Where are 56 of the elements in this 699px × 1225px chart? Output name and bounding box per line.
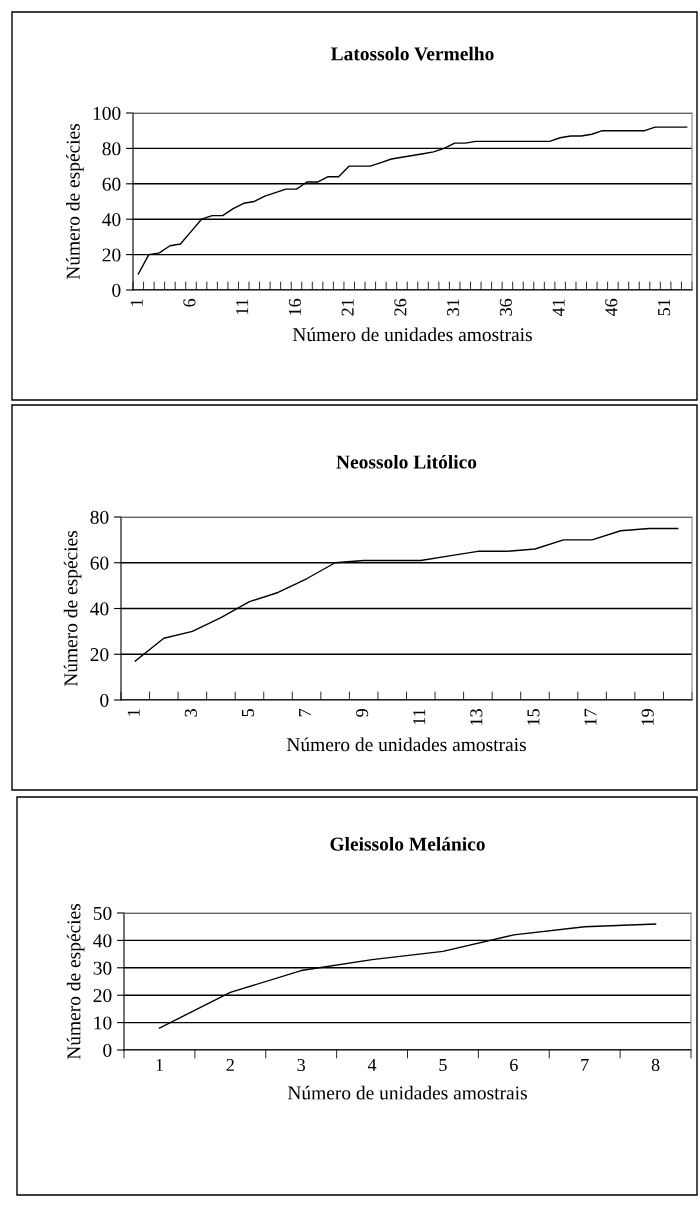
- line-series: [137, 126, 688, 275]
- x-tick-label: 9: [356, 709, 369, 717]
- x-tick-label: 4: [367, 1058, 377, 1071]
- chart-title: Latossolo Vermelho: [330, 46, 494, 61]
- x-tick-label: 26: [394, 298, 407, 316]
- x-tick-label: 5: [439, 1059, 447, 1072]
- x-axis-title: Número de unidades amostrais: [287, 1085, 527, 1100]
- y-tick-label: 40: [93, 934, 112, 948]
- x-tick-label: 11: [236, 299, 249, 315]
- x-tick-label: 6: [510, 1058, 518, 1072]
- x-axis-title: Número de unidades amostrais: [286, 737, 526, 752]
- x-tick-label: 1: [130, 299, 143, 306]
- chart-title: Gleissolo Melánico: [330, 836, 485, 851]
- x-tick-label: 2: [226, 1058, 234, 1071]
- x-tick-label: 1: [156, 1058, 163, 1071]
- y-tick-label: 10: [94, 1016, 112, 1030]
- x-tick-label: 17: [584, 708, 597, 725]
- x-tick-label: 16: [288, 298, 301, 315]
- x-tick-label: 41: [552, 299, 565, 317]
- y-tick-label: 80: [90, 510, 109, 524]
- y-tick-label: 20: [90, 648, 109, 662]
- y-tick-label: 40: [90, 602, 109, 616]
- y-tick-label: 0: [112, 283, 121, 297]
- y-tick-label: 0: [103, 1043, 112, 1057]
- x-tick-label: 11: [413, 709, 426, 725]
- x-tick-label: 15: [527, 709, 540, 725]
- x-tick-label: 7: [299, 708, 311, 717]
- x-tick-label: 3: [297, 1058, 305, 1072]
- y-tick-label: 0: [100, 693, 109, 707]
- x-tick-label: 7: [581, 1059, 589, 1071]
- y-axis-title: Número de espécies: [66, 123, 84, 280]
- x-tick-label: 3: [184, 709, 197, 717]
- x-tick-label: 6: [183, 298, 196, 307]
- y-tick-label: 60: [102, 177, 121, 191]
- y-tick-label: 100: [93, 106, 121, 120]
- x-tick-label: 36: [499, 298, 512, 316]
- x-tick-label: 1: [127, 709, 140, 716]
- y-tick-label: 80: [102, 142, 121, 156]
- x-tick-label: 19: [641, 709, 654, 725]
- x-axis-title: Número de unidades amostrais: [292, 327, 532, 342]
- x-tick-label: 46: [605, 298, 618, 317]
- chart-title: Neossolo Litólico: [336, 454, 477, 469]
- y-tick-label: 20: [102, 248, 121, 262]
- y-axis-title: Número de espécies: [66, 903, 85, 1060]
- x-tick-label: 5: [241, 709, 254, 717]
- x-tick-label: 8: [651, 1058, 660, 1072]
- y-tick-label: 30: [93, 961, 112, 975]
- x-tick-label: 13: [470, 709, 483, 725]
- x-tick-label: 31: [447, 299, 460, 316]
- x-tick-label: 51: [658, 299, 671, 316]
- x-tick-label: 21: [341, 299, 354, 316]
- y-axis-title: Número de espécies: [63, 530, 82, 687]
- y-tick-label: 50: [93, 906, 112, 920]
- y-tick-label: 40: [102, 213, 121, 227]
- y-tick-label: 20: [93, 989, 112, 1003]
- y-tick-label: 60: [90, 556, 109, 570]
